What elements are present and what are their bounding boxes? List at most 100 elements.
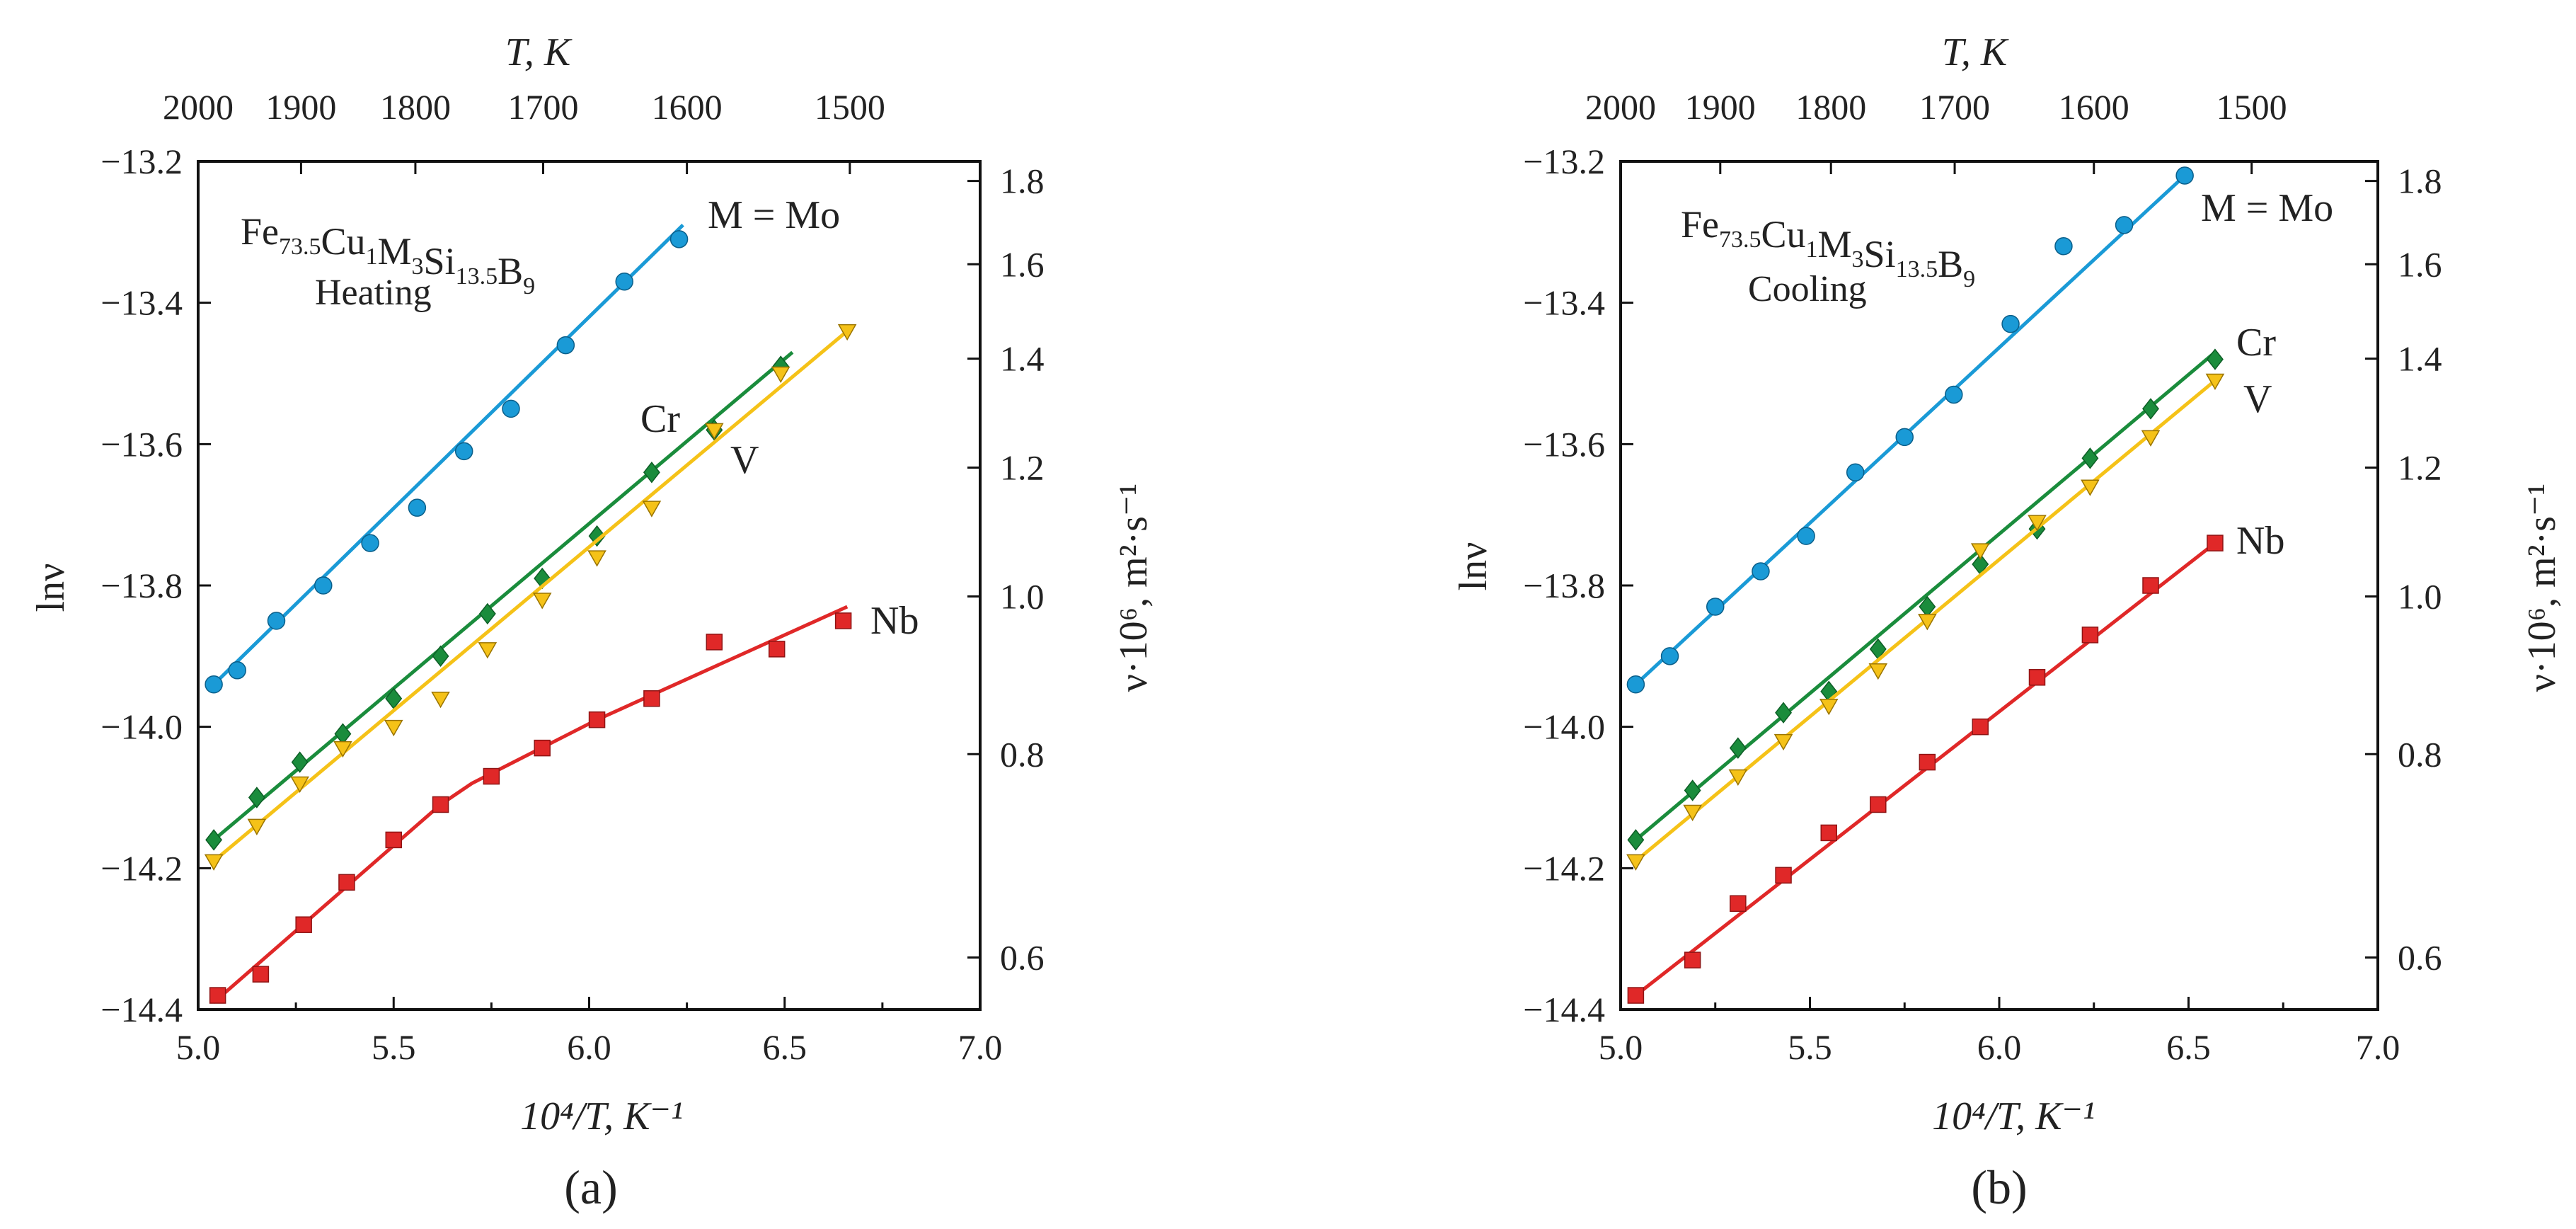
data-point-triangle: [1819, 698, 1839, 716]
data-point-diamond: [1627, 829, 1645, 851]
data-point-diamond: [2142, 398, 2159, 420]
data-point-triangle: [1970, 543, 1990, 560]
x-axis-label: 10⁴/T, K⁻¹: [520, 1094, 683, 1138]
data-point-square: [338, 874, 355, 891]
data-point-diamond: [1729, 737, 1747, 759]
mode-annotation: Heating: [315, 273, 432, 313]
data-point-triangle: [1683, 804, 1702, 821]
data-point-circle: [408, 498, 427, 517]
data-point-square: [295, 916, 312, 933]
top-tick-label: 1900: [265, 87, 336, 127]
series-label-v: V: [2243, 377, 2272, 421]
formula-element: Cu: [1761, 213, 1806, 256]
data-point-square: [1972, 718, 1989, 736]
right-tick-label: 0.8: [2398, 734, 2442, 774]
x-tick-label: 7.0: [958, 1027, 1003, 1067]
data-point-diamond: [248, 787, 265, 808]
data-point-triangle: [384, 719, 403, 737]
formula-element: Fe: [1681, 203, 1719, 246]
fit-line-circle: [1634, 174, 2186, 686]
data-point-triangle: [1868, 663, 1888, 680]
formula-annotation: Fe73.5Cu1M3Si13.5B9: [241, 210, 535, 299]
data-point-circle: [1797, 527, 1815, 545]
data-point-triangle: [1918, 614, 1937, 631]
y-tick-label: −13.2: [100, 142, 183, 181]
right-tick-label: 0.8: [1000, 734, 1045, 774]
y-tick-label: −14.4: [100, 990, 183, 1029]
data-point-square: [1684, 951, 1701, 968]
x-tick-label: 6.0: [1977, 1027, 2022, 1067]
fit-line-diamond: [212, 350, 794, 842]
data-point-circle: [314, 576, 333, 595]
x-tick-label: 6.0: [567, 1027, 611, 1067]
right-tick-label: 1.0: [2398, 576, 2442, 616]
right-tick-label: 1.6: [1000, 244, 1045, 284]
y-tick-label: −13.4: [1523, 283, 1605, 323]
data-point-square: [209, 987, 226, 1004]
data-point-square: [2028, 669, 2046, 686]
fit-line-circle: [212, 224, 684, 686]
top-axis-label: T, K: [505, 30, 573, 74]
formula-element: M: [1818, 223, 1852, 265]
y-tick-label: −13.6: [100, 424, 183, 464]
panel-label: (a): [564, 1160, 617, 1214]
right-axis-label: ν·10⁶, m²·s⁻¹: [1112, 484, 1156, 692]
y-axis-label: lnν: [29, 564, 73, 612]
y-tick-label: −13.8: [1523, 566, 1605, 605]
formula-element: B: [498, 250, 523, 292]
series-label-nb: Nb: [2236, 519, 2284, 563]
top-tick-label: 1600: [2059, 87, 2129, 127]
data-point-circle: [1706, 598, 1725, 616]
data-point-diamond: [432, 645, 449, 668]
data-point-square: [834, 612, 852, 629]
data-point-triangle: [204, 854, 224, 871]
data-point-diamond: [1684, 779, 1701, 801]
data-point-triangle: [2205, 373, 2225, 390]
data-point-circle: [556, 336, 575, 355]
data-point-circle: [2054, 237, 2073, 256]
y-tick-label: −14.4: [1523, 990, 1605, 1029]
right-tick-label: 1.4: [1000, 339, 1045, 379]
data-point-diamond: [2081, 447, 2099, 469]
data-point-circle: [2175, 166, 2194, 185]
x-axis-label: 10⁴/T, K⁻¹: [1932, 1094, 2095, 1138]
series-label-mmo: M = Mo: [2201, 186, 2333, 230]
fit-line-diamond: [1634, 350, 2216, 842]
data-point-triangle: [431, 691, 450, 709]
series-label-nb: Nb: [870, 599, 919, 643]
top-tick-label: 1700: [1919, 87, 1990, 127]
data-point-circle: [2115, 216, 2134, 234]
data-point-square: [706, 634, 723, 651]
data-point-diamond: [588, 525, 606, 547]
data-point-square: [1919, 753, 1936, 771]
data-point-triangle: [2081, 479, 2100, 496]
data-point-triangle: [1728, 769, 1748, 787]
right-tick-label: 1.2: [1000, 447, 1045, 487]
data-point-circle: [669, 230, 689, 248]
y-tick-label: −13.4: [100, 283, 183, 323]
right-tick-label: 1.6: [2398, 244, 2442, 284]
top-tick-label: 1600: [652, 87, 723, 127]
y-tick-label: −13.6: [1523, 424, 1605, 464]
data-point-triangle: [247, 818, 267, 835]
data-point-square: [2207, 535, 2224, 551]
y-tick-label: −14.2: [1523, 848, 1605, 888]
top-tick-label: 1500: [2216, 87, 2287, 127]
data-point-circle: [1945, 385, 1963, 404]
data-point-diamond: [2206, 348, 2224, 370]
data-point-triangle: [2028, 515, 2047, 532]
formula-element: Si: [424, 240, 456, 282]
right-axis-label: ν·10⁶, m²·s⁻¹: [2520, 484, 2564, 692]
data-point-circle: [1626, 675, 1645, 694]
y-tick-label: −14.0: [100, 707, 183, 747]
panel-b: 5.0 5.5 6.0 6.5 7.0 −13.2 −13.4 −13.6 −13.8 −14.0…: [1451, 30, 2564, 1214]
y-axis-label: lnν: [1451, 542, 1495, 591]
right-tick-label: 1.2: [2398, 447, 2442, 487]
right-tick-label: 1.4: [2398, 339, 2442, 379]
data-point-square: [768, 641, 786, 658]
data-point-circle: [1895, 428, 1914, 447]
data-point-square: [2081, 627, 2099, 644]
data-point-triangle: [642, 501, 662, 518]
fit-line-triangle: [212, 329, 849, 863]
panel-label: (b): [1971, 1160, 2027, 1214]
